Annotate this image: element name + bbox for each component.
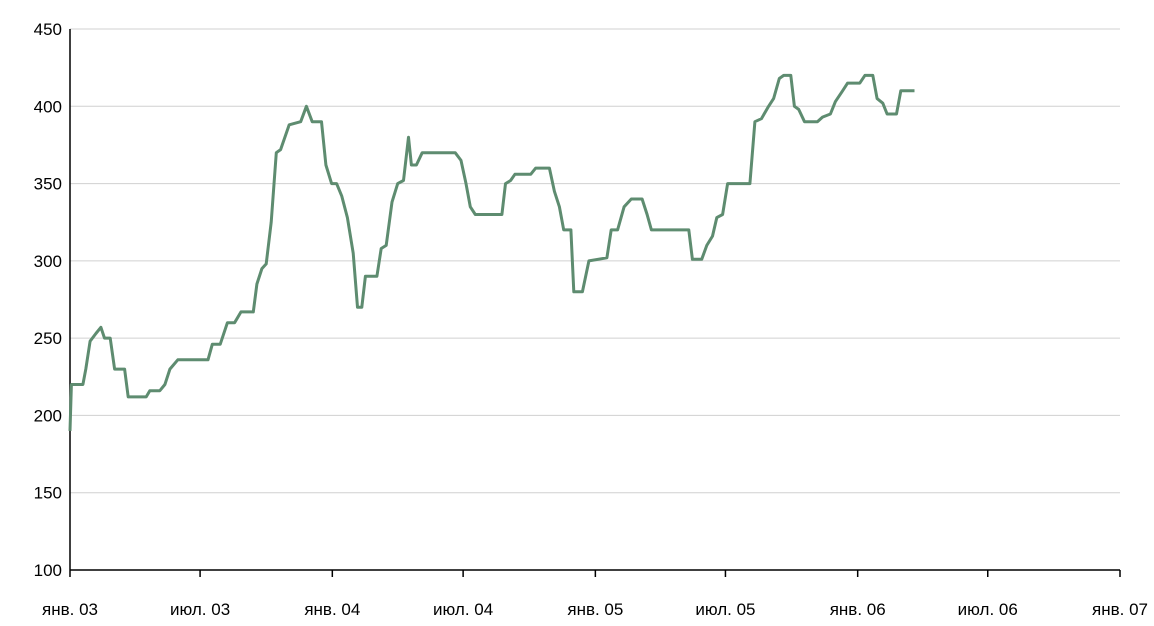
y-tick-label: 200 — [34, 406, 62, 425]
series-line-0 — [68, 73, 915, 431]
x-tick-label: июл. 05 — [695, 600, 755, 619]
y-tick-labels: 100 150 200 250 300 350 400 450 — [34, 20, 62, 580]
y-tick-label: 400 — [34, 97, 62, 116]
x-tick-label: июл. 03 — [170, 600, 230, 619]
y-tick-label: 100 — [34, 561, 62, 580]
x-tick-label: янв. 06 — [830, 600, 886, 619]
x-tick-label: янв. 03 — [42, 600, 98, 619]
y-tick-label: 300 — [34, 252, 62, 271]
series-layer — [68, 73, 915, 431]
y-tick-label: 450 — [34, 20, 62, 39]
y-tick-label: 150 — [34, 484, 62, 503]
y-tick-label: 250 — [34, 329, 62, 348]
x-tick-label: июл. 06 — [958, 600, 1018, 619]
x-tick-label: янв. 05 — [567, 600, 623, 619]
y-tick-label: 350 — [34, 175, 62, 194]
x-tick-label: июл. 04 — [433, 600, 493, 619]
axes — [69, 29, 1121, 577]
x-tick-label: янв. 04 — [304, 600, 360, 619]
x-tick-labels: янв. 03 июл. 03 янв. 04 июл. 04 янв. 05 июл. … — [42, 600, 1148, 619]
gridlines — [70, 28, 1120, 494]
x-tick-label: янв. 07 — [1092, 600, 1148, 619]
